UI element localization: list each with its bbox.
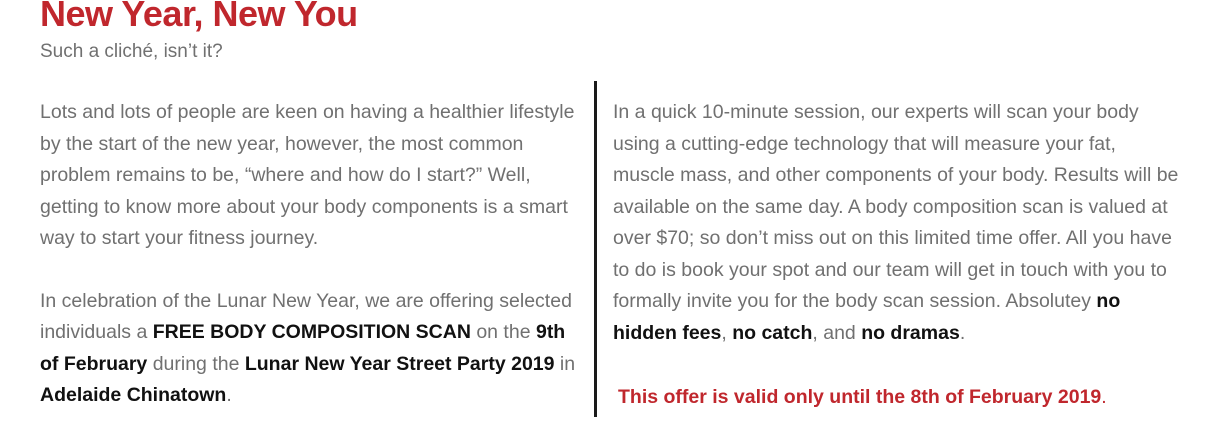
celebration-text-2: on the — [470, 321, 536, 343]
event-date-highlight: 9th of February — [40, 321, 566, 375]
page-title: New Year, New You — [40, 0, 358, 34]
event-name-highlight: Lunar New Year Street Party 2019 — [244, 352, 555, 375]
celebration-text-4: in — [554, 352, 576, 375]
offer-validity-text: This offer is valid only until the 8th o… — [618, 386, 1102, 408]
no-catch-highlight: no catch — [732, 321, 813, 344]
session-paragraph: In a quick 10-minute session, our expert… — [613, 97, 1183, 349]
session-text-1: In a quick 10-minute session, our expert… — [613, 101, 1179, 312]
session-text-2: , — [721, 321, 733, 344]
offer-validity-end: . — [1101, 386, 1107, 408]
event-location-highlight: Adelaide Chinatown — [40, 384, 227, 406]
session-text-3: , and — [812, 321, 862, 344]
left-column: Lots and lots of people are keen on havi… — [40, 97, 585, 412]
session-text-4: . — [959, 321, 966, 344]
free-scan-highlight: FREE BODY COMPOSITION SCAN — [152, 321, 471, 343]
right-column: In a quick 10-minute session, our expert… — [613, 97, 1183, 414]
celebration-paragraph: In celebration of the Lunar New Year, we… — [40, 286, 585, 412]
celebration-text-1: In celebration of the Lunar New Year, we… — [40, 289, 572, 344]
no-hidden-fees-highlight: no hidden fees — [613, 290, 1121, 344]
no-dramas-highlight: no dramas — [861, 321, 960, 344]
column-divider — [594, 81, 597, 417]
celebration-text-5: . — [226, 384, 232, 406]
offer-validity-notice: This offer is valid only until the 8th o… — [613, 382, 1183, 414]
intro-paragraph: Lots and lots of people are keen on havi… — [40, 101, 575, 249]
celebration-text-3: during the — [147, 352, 245, 375]
page-subtitle: Such a cliché, isn’t it? — [40, 41, 223, 62]
